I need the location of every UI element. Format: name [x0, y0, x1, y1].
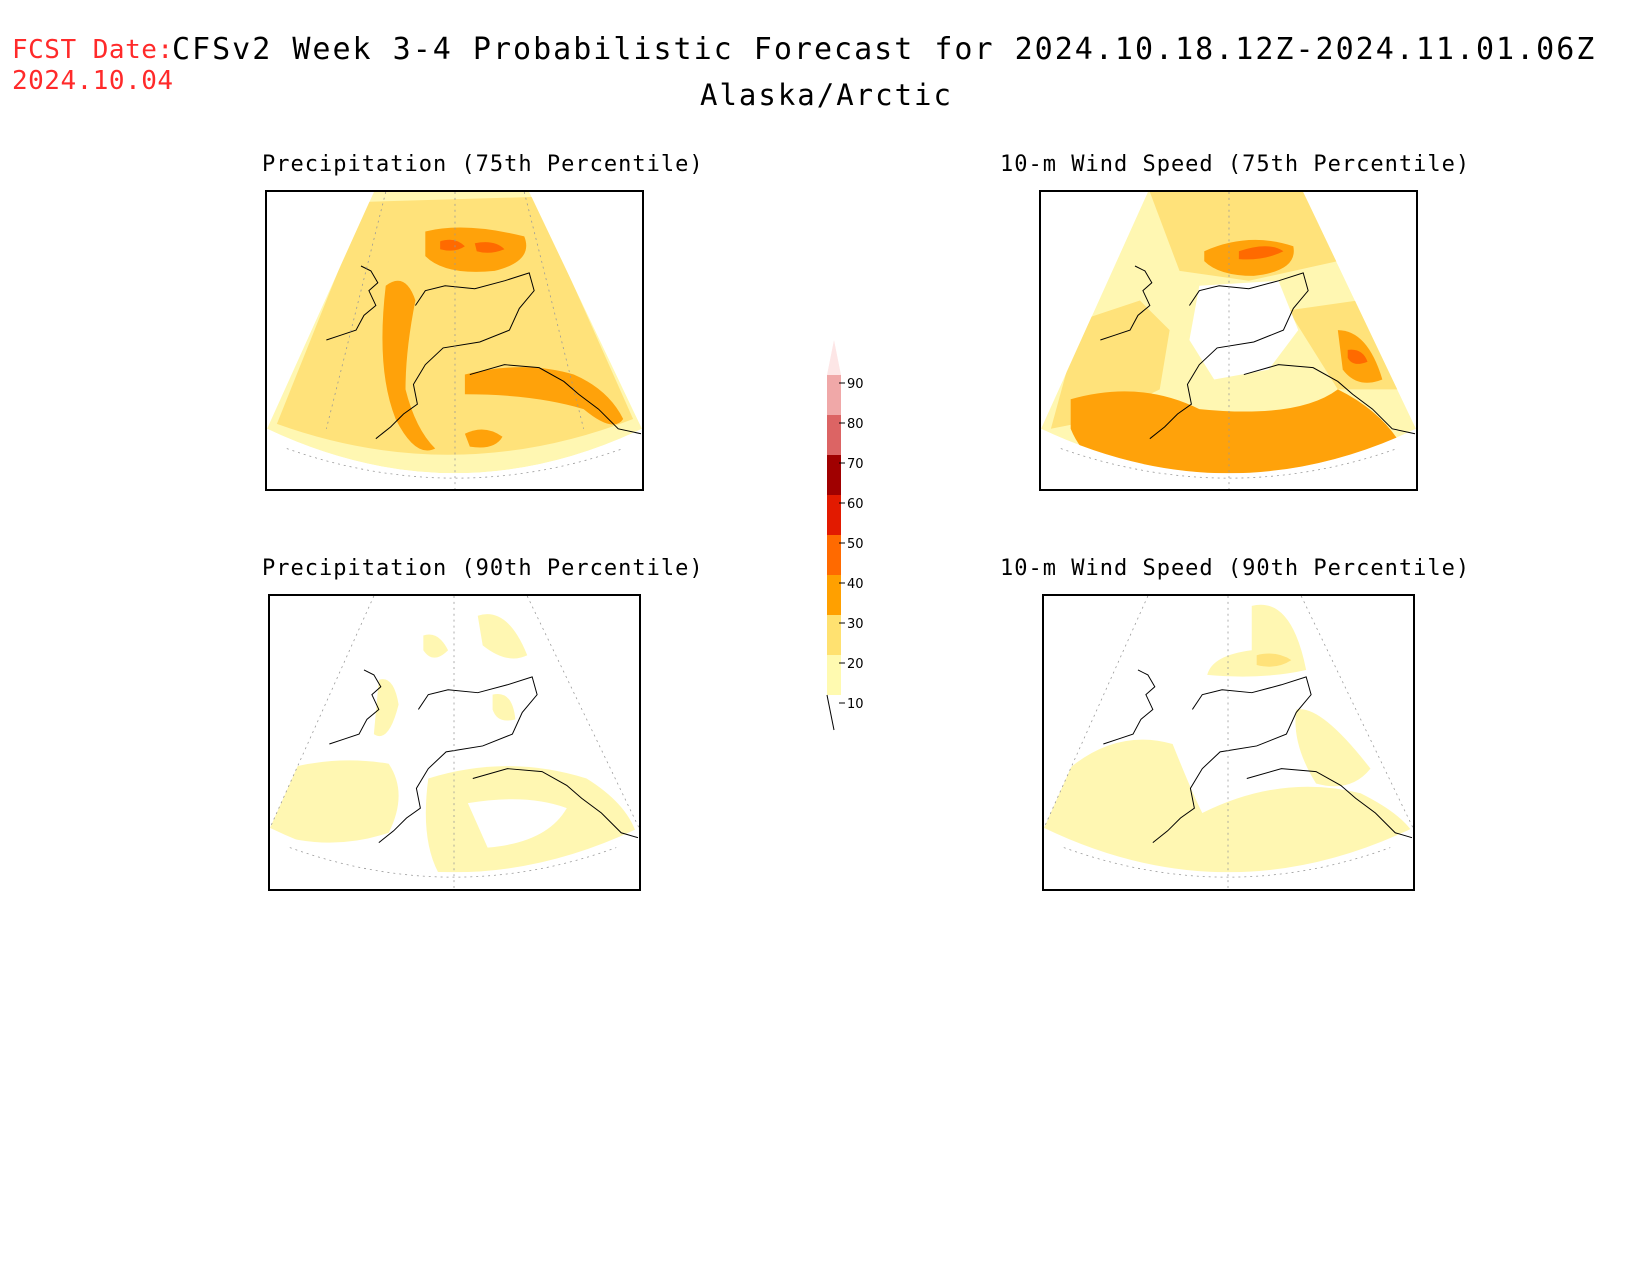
- page-title: CFSv2 Week 3-4 Probabilistic Forecast fo…: [172, 32, 1597, 67]
- map-precip-75: [265, 190, 644, 491]
- prob-field-40-50: [440, 239, 465, 251]
- coastline: [378, 676, 538, 844]
- map-wind-75: [1039, 190, 1418, 491]
- panel-title-precip-90: Precipitation (90th Percentile): [262, 556, 704, 581]
- probability-colorbar: 90 80 70 60 50 40 30 20 10: [826, 340, 864, 731]
- colorbar-segment: [827, 655, 841, 695]
- prob-field-10-20: [492, 693, 516, 721]
- prob-field-30-40: [382, 280, 436, 451]
- colorbar-segment: [827, 535, 841, 575]
- fcst-date-value: 2024.10.04: [12, 66, 174, 96]
- prob-field-10-20: [1207, 604, 1307, 677]
- prob-field-20-30: [1256, 653, 1292, 667]
- map-precip-90: [268, 594, 641, 891]
- panel-title-wind-90: 10-m Wind Speed (90th Percentile): [1000, 556, 1471, 581]
- coastline: [1246, 768, 1413, 839]
- prob-field-10-20: [477, 614, 528, 659]
- coastline: [1152, 676, 1312, 844]
- region-subtitle: Alaska/Arctic: [700, 78, 953, 112]
- colorbar-segment: [827, 615, 841, 655]
- coastline: [1149, 272, 1309, 440]
- prob-field-40-50: [1238, 246, 1284, 260]
- coastline: [1103, 669, 1156, 745]
- colorbar-tip-top: [827, 340, 841, 375]
- coastline: [1243, 364, 1416, 435]
- prob-field-30-40: [425, 227, 527, 272]
- coastline: [329, 669, 382, 745]
- colorbar-segment: [827, 455, 841, 495]
- colorbar-label: 90: [847, 377, 864, 392]
- prob-field-10-20: [423, 634, 449, 658]
- coastline: [1100, 265, 1153, 341]
- prob-field-10-20: [270, 760, 399, 843]
- prob-field-30-40: [464, 429, 503, 448]
- panel-title-precip-75: Precipitation (75th Percentile): [262, 152, 704, 177]
- colorbar-segment: [827, 415, 841, 455]
- map-wind-90: [1042, 594, 1415, 891]
- no-signal-white: [467, 799, 567, 848]
- prob-field-40-50: [474, 242, 505, 253]
- colorbar-tip-bottom: [826, 694, 835, 731]
- prob-field-40-50: [1347, 349, 1368, 364]
- colorbar-label: 80: [847, 417, 864, 432]
- colorbar-segment: [827, 375, 841, 415]
- coastline: [326, 265, 379, 341]
- panel-title-wind-75: 10-m Wind Speed (75th Percentile): [1000, 152, 1471, 177]
- colorbar-label: 70: [847, 457, 864, 472]
- colorbar-segment: [827, 575, 841, 615]
- prob-field-10-20: [373, 679, 399, 737]
- coastline: [375, 272, 535, 440]
- colorbar-label: 10: [847, 697, 864, 712]
- colorbar-label: 40: [847, 577, 864, 592]
- prob-field-10-20: [1295, 709, 1371, 787]
- fcst-date-label: FCST Date:: [12, 35, 174, 65]
- no-signal-white: [1189, 280, 1299, 380]
- coastline: [472, 768, 639, 839]
- prob-field-30-40: [464, 367, 624, 425]
- prob-field-10-20: [1044, 739, 1413, 873]
- colorbar-label: 30: [847, 617, 864, 632]
- colorbar-segment: [827, 495, 841, 535]
- colorbar-label: 60: [847, 497, 864, 512]
- coastline: [469, 364, 642, 435]
- colorbar-label: 50: [847, 537, 864, 552]
- colorbar-label: 20: [847, 657, 864, 672]
